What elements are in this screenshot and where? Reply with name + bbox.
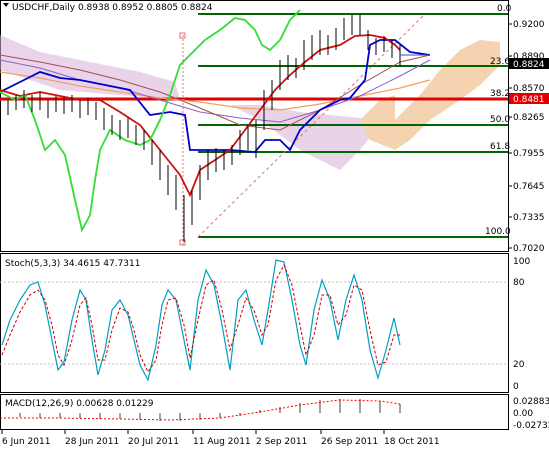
main-price-axis: 0.9200 0.8890 0.8570 0.8265 0.7955 0.764… [508,0,549,254]
tenkan-sen-line [0,34,401,198]
fib-label-61-8: 61.8 [490,142,510,152]
macd-tick-zero: 0.00 [513,409,533,419]
red-level-badge [509,93,549,104]
fib-label-50: 50.0 [490,115,510,125]
stoch-tick-20: 20 [513,360,525,370]
candles [7,14,401,242]
main-panel: 0.0 23.6 38.2 50.0 61.8 100.0 [0,4,512,246]
ma-purple [0,59,431,123]
time-axis: 6 Jun 2011 28 Jun 2011 20 Jul 2011 11 Au… [1,430,440,447]
fib-levels [198,13,508,238]
time-label-5: 26 Sep 2011 [321,437,378,447]
current-price-badge [509,58,549,69]
price-tick-1: 0.8890 [513,52,545,62]
stoch-tick-100: 100 [513,257,530,267]
price-tick-5: 0.7645 [513,182,545,192]
price-tick-7: 0.7020 [513,244,545,254]
collapse-arrow-icon[interactable] [3,3,9,7]
ma-brown [0,54,431,131]
time-label-0: 6 Jun 2011 [2,437,50,447]
chikou-span-line [0,9,301,233]
main-header: USDCHF,Daily 0.8938 0.8952 0.8805 0.8824 [3,3,213,13]
price-tick-0: 0.9200 [513,20,545,30]
fib-anchor-handle-top[interactable] [179,32,186,39]
macd-panel: MACD(12,26,9) 0.00628 0.01229 0.02883 0.… [0,395,549,431]
stoch-tick-80: 80 [513,278,525,288]
time-label-6: 18 Oct 2011 [384,437,440,447]
fib-label-0: 0.0 [497,4,512,14]
macd-panel-frame [0,394,509,430]
macd-tick-low: -0.02732 [513,421,549,431]
price-tick-4: 0.7955 [513,149,545,159]
fib-label-100: 100.0 [485,227,511,237]
price-tick-6: 0.7335 [513,213,545,223]
time-label-3: 11 Aug 2011 [193,437,251,447]
fib-trend-line [197,13,426,238]
stoch-tick-0: 0 [513,382,519,392]
red-level-label: 0.8481 [513,95,545,105]
time-label-1: 28 Jun 2011 [65,437,119,447]
fib-label-38-2: 38.2 [490,89,510,99]
time-label-4: 2 Sep 2011 [256,437,307,447]
time-label-2: 20 Jul 2011 [128,437,179,447]
macd-panel-title: MACD(12,26,9) 0.00628 0.01229 [5,399,154,409]
stoch-panel-title: Stoch(5,3,3) 34.4615 47.7311 [5,259,140,269]
fib-labels: 0.0 23.6 38.2 50.0 61.8 100.0 [485,4,512,237]
current-price-label: 0.8824 [513,60,545,70]
stoch-panel: Stoch(5,3,3) 34.4615 47.7311 100 80 20 0 [0,254,530,393]
macd-tick-high: 0.02883 [513,397,549,407]
main-panel-title: USDCHF,Daily 0.8938 0.8952 0.8805 0.8824 [12,3,213,13]
fib-anchor-handle-bottom[interactable] [179,239,186,246]
kijun-sen-line [0,39,431,153]
price-tick-3: 0.8265 [513,113,545,123]
price-tick-2: 0.8570 [513,84,545,94]
fib-label-23-6: 23.6 [490,57,510,67]
ma-orange [0,71,431,111]
macd-signal-line [0,399,401,421]
stoch-main-line [1,259,401,382]
